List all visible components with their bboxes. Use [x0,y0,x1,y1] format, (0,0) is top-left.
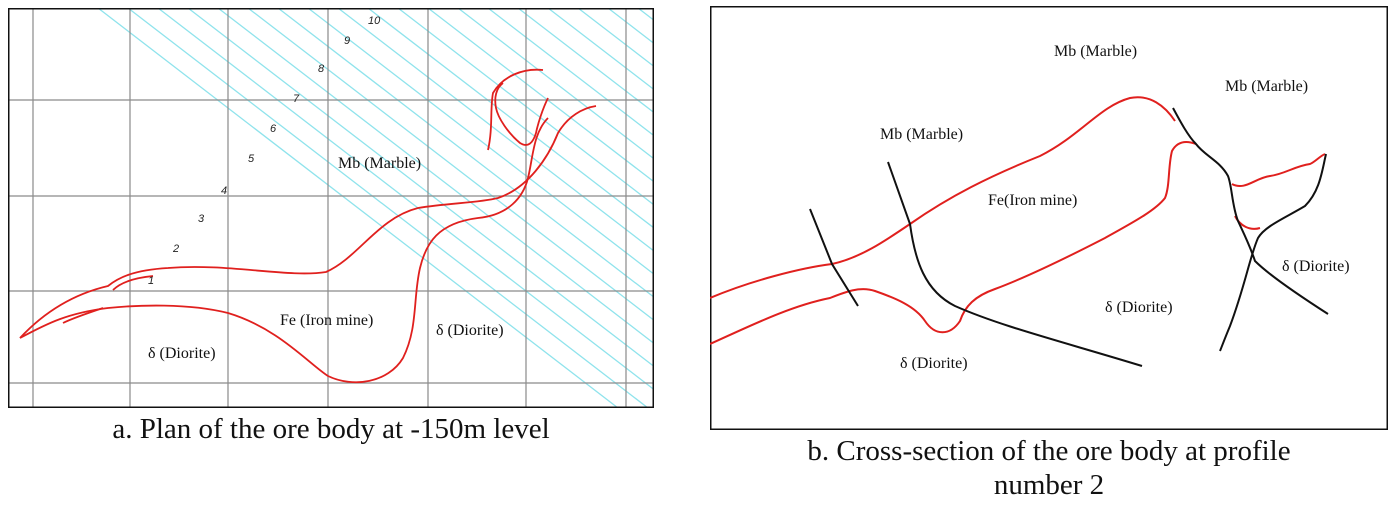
label-marble-left: Mb (Marble) [880,126,963,143]
grid-lines [8,8,654,408]
label-diorite-right: δ (Diorite) [436,322,504,339]
plan-view-panel: 1 2 3 4 5 6 7 8 9 10 Mb (Marble) Fe (Iro… [8,8,654,408]
hatch-line [157,8,654,391]
hatch-line [337,8,654,252]
line-number-5: 5 [248,153,255,165]
line-number-2: 2 [172,243,179,255]
hatch-line [97,8,619,408]
hatch-line [487,8,654,137]
hatch-line [217,8,654,345]
label-diorite-left: δ (Diorite) [148,345,216,362]
label-iron-mine: Fe (Iron mine) [280,312,373,329]
hatch-line [457,8,654,160]
cross-section-panel: Mb (Marble) Mb (Marble) Mb (Marble) Fe(I… [710,6,1388,430]
cross-section-frame [710,6,1388,430]
line-number-4: 4 [221,185,227,197]
hatch-line [577,8,654,68]
section-line-numbers: 1 2 3 4 5 6 7 8 9 10 [148,15,381,287]
cross-section-diagram: Mb (Marble) Mb (Marble) Mb (Marble) Fe(I… [710,6,1388,430]
plan-view-diagram: 1 2 3 4 5 6 7 8 9 10 Mb (Marble) Fe (Iro… [8,8,654,408]
caption-plan-view: a. Plan of the ore body at -150m level [112,413,550,445]
caption-cross-section-line2: number 2 [993,469,1105,501]
label-marble-right: Mb (Marble) [1225,78,1308,95]
label-diorite-right: δ (Diorite) [1282,258,1350,275]
label-iron-mine: Fe(Iron mine) [988,192,1077,209]
hatch-line [547,8,654,91]
label-marble: Mb (Marble) [338,155,421,172]
contact-lines [809,107,1329,367]
hatch-line [397,8,654,206]
line-number-3: 3 [198,213,205,225]
line-number-6: 6 [270,123,277,135]
line-number-1: 1 [148,275,154,287]
line-number-8: 8 [318,63,325,75]
hatch-line [367,8,654,229]
ore-body-outline [19,68,597,384]
line-number-10: 10 [368,15,381,27]
hatch-line [247,8,654,322]
hatch-line [187,8,654,368]
label-diorite-mid: δ (Diorite) [1105,299,1173,316]
hatch-line [307,8,654,275]
hatch-line [517,8,654,114]
label-diorite-bottom: δ (Diorite) [900,355,968,372]
caption-cross-section-line1: b. Cross-section of the ore body at prof… [807,435,1291,467]
hatch-line [637,8,654,22]
hatch-line [277,8,654,299]
caption-cross-section: b. Cross-section of the ore body at prof… [710,434,1388,502]
plan-view-frame [8,8,654,408]
hatch-line [127,8,649,408]
label-marble-top: Mb (Marble) [1054,43,1137,60]
line-number-7: 7 [293,93,300,105]
line-number-9: 9 [344,35,350,47]
